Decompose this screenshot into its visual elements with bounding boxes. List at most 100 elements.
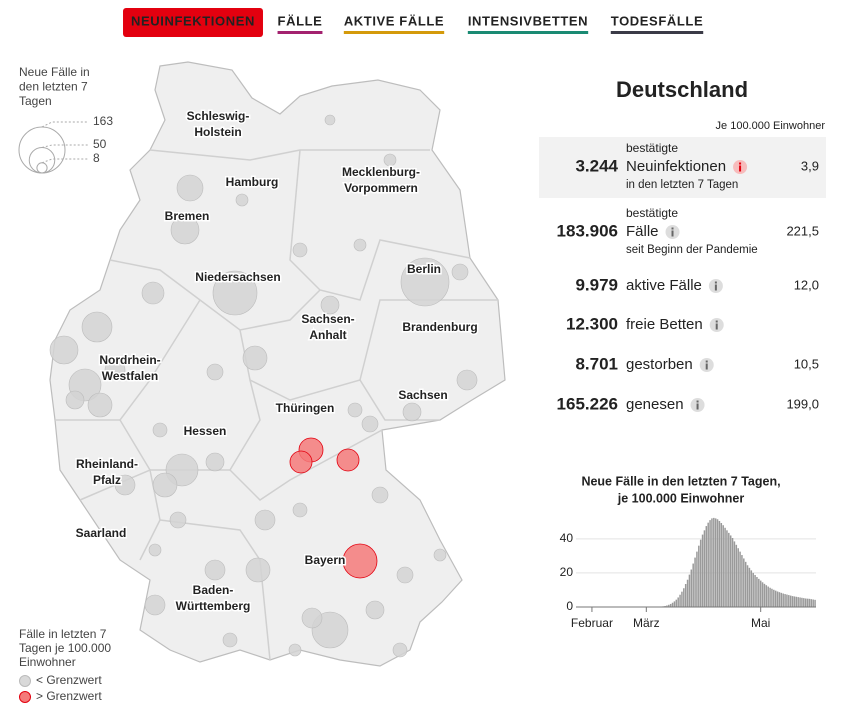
bar [692, 563, 694, 607]
bar [707, 522, 709, 607]
bar [756, 577, 758, 607]
row-value: 183.906 [557, 221, 618, 240]
y-tick-label: 20 [560, 565, 574, 579]
tab[interactable]: INTENSIVBETTEN [467, 13, 589, 34]
row-post: in den letzten 7 Tagen [626, 179, 738, 191]
region-label: Baden- [193, 583, 234, 597]
info-icon-stem [714, 284, 717, 291]
row-label: gestorben [626, 356, 693, 373]
size-legend-title: Tagen [19, 94, 52, 108]
bar [758, 578, 760, 607]
row-rate: 10,5 [794, 356, 819, 371]
size-legend-circle [36, 162, 48, 174]
color-legend-title: Einwohner [19, 655, 76, 669]
region-label: Schleswig- [187, 109, 250, 123]
tab-label: TODESFÄLLE [611, 13, 703, 28]
bar [713, 517, 715, 607]
bar [737, 548, 739, 607]
row-value: 165.226 [557, 394, 618, 413]
bar [814, 599, 816, 607]
bar [726, 530, 728, 607]
state-borders [55, 149, 498, 661]
bar [795, 596, 798, 607]
panel-title: Deutschland [616, 77, 748, 102]
region-label: Hessen [184, 424, 227, 438]
bar [699, 539, 702, 607]
info-icon-stem [739, 165, 742, 172]
row-label: aktive Fälle [626, 277, 702, 294]
row-value: 12.300 [566, 314, 618, 333]
size-legend-leader [41, 121, 88, 128]
bar [673, 601, 676, 607]
bar [679, 594, 681, 607]
bar [698, 545, 700, 607]
bar [675, 599, 678, 607]
bar [683, 588, 685, 607]
bar [733, 541, 736, 607]
region-label: Thüringen [276, 401, 335, 415]
bar [793, 596, 796, 607]
bar [686, 579, 689, 607]
bar [684, 584, 687, 607]
row-rate: 221,5 [786, 223, 819, 238]
bar [812, 599, 814, 607]
bar [776, 591, 779, 607]
info-icon-dot [715, 320, 718, 323]
bar [791, 596, 794, 607]
size-legend-label: 50 [93, 137, 107, 151]
tab-underline [467, 31, 589, 34]
bar [744, 561, 747, 607]
tab-label: NEUINFEKTIONEN [131, 13, 255, 28]
tab-underline [343, 31, 445, 34]
bar [694, 557, 696, 607]
x-tick-label: Februar [571, 616, 613, 630]
alert-bubbles [289, 437, 378, 579]
tab[interactable]: TODESFÄLLE [610, 13, 704, 34]
color-legend-title: Fälle in letzten 7 [19, 627, 107, 641]
bar [803, 598, 805, 607]
map [49, 61, 506, 667]
color-legend-swatch [19, 691, 31, 703]
bar [729, 535, 732, 607]
region-label: Anhalt [309, 328, 346, 342]
row-label: Fälle [626, 223, 659, 240]
bar [666, 605, 668, 607]
bar [664, 605, 666, 607]
bar [774, 590, 777, 607]
bar [750, 570, 753, 607]
region-label: Holstein [194, 125, 241, 139]
bar [765, 585, 768, 607]
info-icon-dot [671, 227, 674, 230]
info-icon-stem [671, 230, 674, 237]
size-legend-circle [18, 126, 66, 174]
country-outline [49, 61, 506, 667]
x-tick-label: März [633, 616, 660, 630]
bar [808, 598, 811, 607]
row-value: 8.701 [575, 354, 618, 373]
bar [780, 592, 783, 607]
bar [789, 595, 792, 607]
region-label: Rheinland- [76, 457, 138, 471]
size-legend-label: 163 [93, 114, 113, 128]
bar [677, 597, 679, 607]
info-icon-stem [696, 403, 699, 410]
row-rate: 12,0 [794, 277, 819, 292]
tab[interactable]: AKTIVE FÄLLE [343, 13, 445, 34]
bar [681, 591, 683, 607]
bar [763, 583, 766, 607]
bar [810, 599, 813, 607]
bar [720, 523, 723, 607]
bar [688, 574, 691, 607]
bar [769, 587, 771, 607]
row-highlight [539, 137, 826, 198]
tab[interactable]: FÄLLE [277, 13, 323, 34]
tab[interactable]: NEUINFEKTIONEN [123, 8, 263, 37]
tab-label: INTENSIVBETTEN [468, 13, 588, 28]
bar [752, 572, 754, 607]
bar [778, 592, 781, 607]
info-icon-dot [696, 400, 699, 403]
y-tick-label: 40 [560, 531, 574, 545]
district-bubbles [49, 114, 478, 658]
bar [722, 525, 724, 607]
